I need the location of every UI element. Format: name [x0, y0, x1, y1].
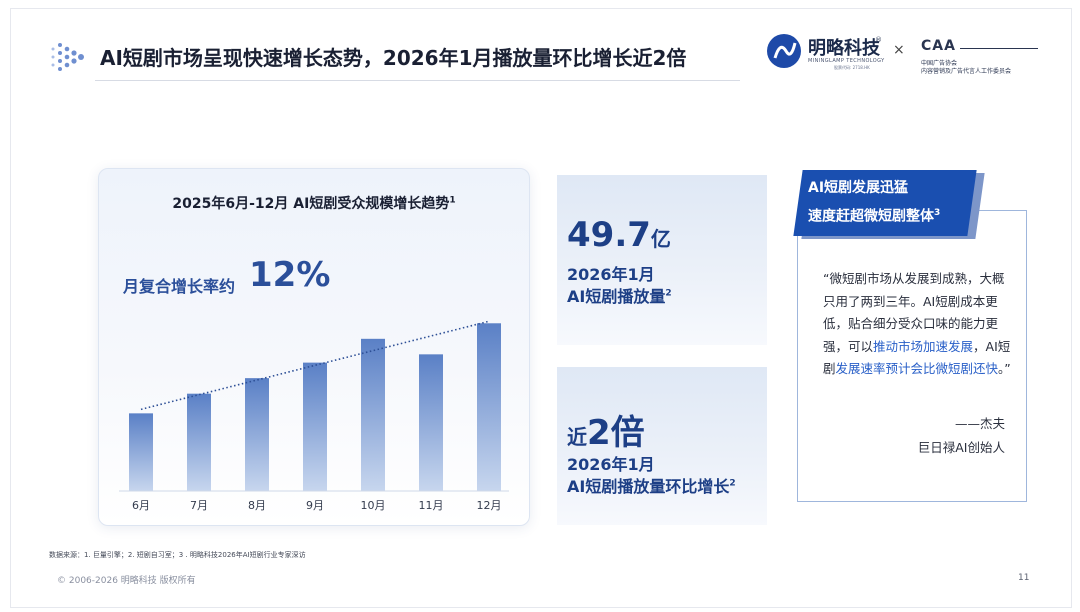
caa-logo-text1: 中国广告协会: [921, 60, 958, 67]
copyright: © 2006-2026 明略科技 版权所有: [57, 576, 196, 586]
quote-author: ——杰夫: [954, 416, 1005, 431]
minglue-logo-reg: ®: [875, 36, 882, 44]
caa-logo-line: [960, 48, 1038, 49]
stat-views-line2: AI短剧播放量2: [567, 287, 672, 306]
minglue-logo-code: 股票代码: 2718.HK: [834, 65, 870, 70]
minglue-logo-icon: [767, 34, 801, 68]
x-tick-label: 12月: [477, 499, 502, 512]
caa-logo-text2: 内容营销及广告代言人工作委员会: [921, 68, 1012, 75]
cagr-label: 月复合增长率约: [123, 277, 236, 296]
title-divider: [95, 80, 740, 81]
bar-4: [303, 362, 327, 491]
x-tick-label: 8月: [248, 499, 266, 512]
stat-growth-line2: AI短剧播放量环比增长2: [567, 477, 736, 496]
bar-5: [361, 338, 385, 491]
caa-logo-mark: CAA: [921, 38, 956, 54]
quote-banner-text: AI短剧发展迅猛 速度赶超微短剧整体3: [808, 180, 941, 225]
quote-author-title: 巨日禄AI创始人: [917, 440, 1005, 455]
bar-6: [419, 354, 443, 491]
bar-7: [477, 323, 501, 491]
stat-views-value: 49.7亿: [567, 215, 671, 255]
minglue-logo-en: MININGLAMP TECHNOLOGY: [808, 58, 885, 64]
page-number: 11: [1018, 573, 1030, 583]
header-arrow-icon: [51, 43, 84, 71]
x-tick-label: 9月: [306, 499, 324, 512]
minglue-logo-name: 明略科技: [808, 38, 880, 59]
x-tick-label: 10月: [361, 499, 386, 512]
quote-card: [797, 210, 1027, 502]
chart-card: 6月 7月 8月 9月 10月 11月 12月 2025年6月-12月 AI短剧受众规模增长…: [98, 168, 530, 526]
logo-times-sign: ×: [893, 42, 905, 58]
stat-views-line1: 2026年1月: [567, 265, 655, 284]
stat-growth-value: 近2倍: [567, 413, 645, 453]
stat-box-views: 49.7亿 2026年1月 AI短剧播放量2: [557, 175, 767, 345]
cagr-value: 12%: [249, 255, 331, 295]
x-tick-label: 6月: [132, 499, 150, 512]
quote-body: “微短剧市场从发展到成熟，大概只用了两到三年。AI短剧成本更低，贴合细分受众口味…: [823, 271, 1011, 376]
x-tick-label: 7月: [190, 499, 208, 512]
source-note: 数据来源：1. 巨量引擎；2. 短剧自习室；3 . 明略科技2026年AI短剧行…: [49, 551, 306, 559]
x-tick-label: 11月: [419, 499, 444, 512]
bar-3: [245, 378, 269, 491]
chart-title: 2025年6月-12月 AI短剧受众规模增长趋势1: [172, 195, 456, 212]
bar-2: [187, 393, 211, 491]
page-title: AI短剧市场呈现快速增长态势，2026年1月播放量环比增长近2倍: [100, 46, 687, 70]
bar-1: [129, 413, 153, 491]
bar-chart: 6月 7月 8月 9月 10月 11月 12月: [119, 320, 509, 512]
stat-growth-line1: 2026年1月: [567, 455, 655, 474]
stat-box-growth: 近2倍 2026年1月 AI短剧播放量环比增长2: [557, 367, 767, 525]
